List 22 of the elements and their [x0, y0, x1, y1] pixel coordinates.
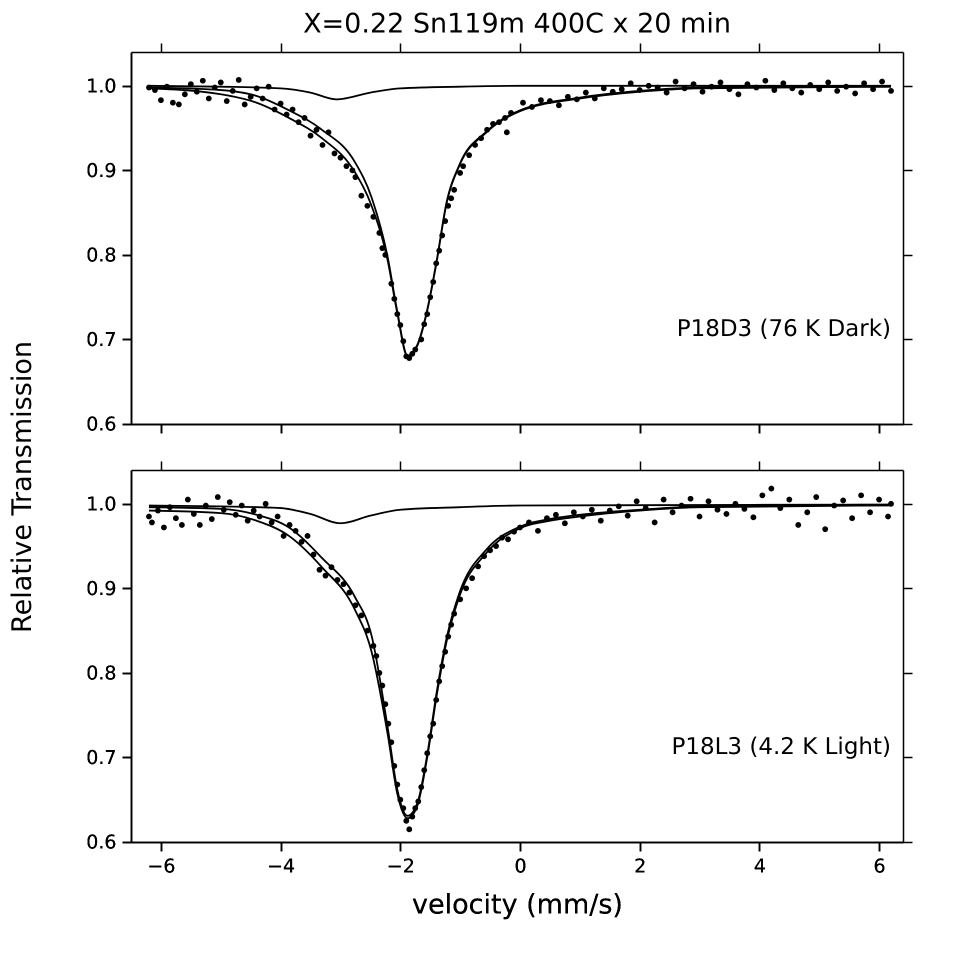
annotation: P18L3 (4.2 K Light): [671, 734, 891, 760]
y-tick-label: 1.0: [86, 75, 116, 98]
chart-title: X=0.22 Sn119m 400C x 20 min: [303, 8, 731, 40]
y-tick-label: 0.9: [86, 578, 116, 600]
y-tick-label: 0.6: [86, 832, 116, 854]
x-axis-title: velocity (mm/s): [412, 890, 623, 920]
x-tick-label: 2: [634, 856, 646, 878]
x-tick-label: 6: [874, 856, 886, 878]
y-tick-label: 0.7: [86, 328, 116, 351]
x-tick-label: −4: [267, 856, 296, 878]
y-axis-title: Relative Transmission: [7, 341, 38, 633]
y-tick-label: 0.8: [86, 662, 116, 684]
annotation: P18D3 (76 K Dark): [676, 316, 891, 342]
x-tick-label: 4: [754, 856, 766, 878]
y-tick-label: 0.9: [86, 160, 116, 182]
y-tick-label: 0.6: [86, 414, 116, 436]
x-tick-label: −6: [147, 856, 176, 878]
y-tick-label: 0.8: [86, 244, 116, 266]
x-tick-label: −2: [386, 856, 415, 878]
x-tick-label: 0: [514, 856, 527, 878]
y-tick-label: 0.7: [86, 746, 116, 769]
y-tick-label: 1.0: [86, 493, 116, 516]
